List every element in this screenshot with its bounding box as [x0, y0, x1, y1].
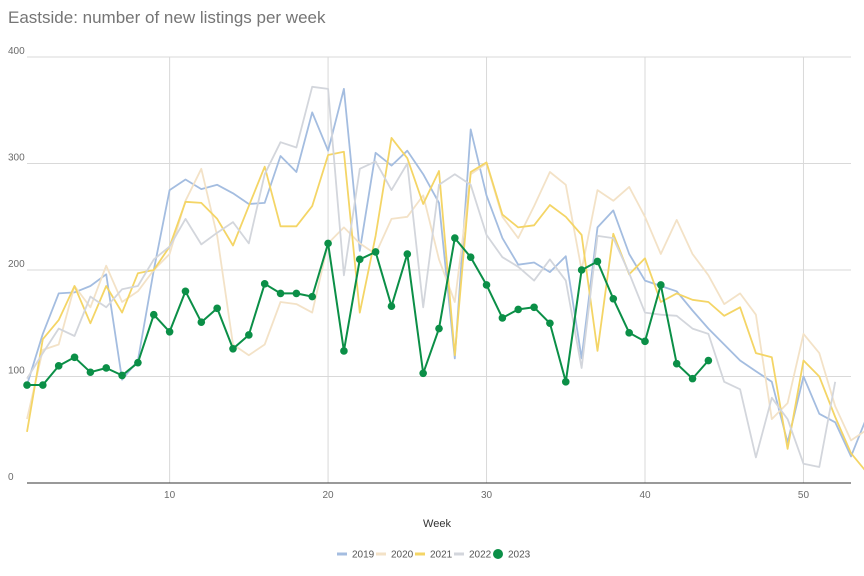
data-point: [213, 304, 221, 313]
data-point: [451, 234, 459, 242]
data-point: [704, 356, 713, 365]
data-point: [229, 345, 237, 353]
series-2021: [26, 136, 864, 471]
series-2020: [26, 162, 864, 442]
chart-title: Eastside: number of new listings per wee…: [8, 8, 326, 27]
data-point: [546, 319, 554, 328]
data-point: [403, 250, 412, 258]
data-point: [118, 371, 126, 380]
data-point: [340, 347, 348, 355]
y-tick-label: 200: [8, 259, 25, 270]
series-line-2020: [26, 162, 864, 442]
x-axis-ticks: 10 20 30 40 50: [164, 490, 809, 501]
y-tick-label: 300: [8, 153, 25, 164]
data-point: [387, 302, 396, 311]
data-point: [498, 314, 507, 322]
data-point: [577, 266, 586, 274]
data-point: [181, 287, 190, 296]
data-point: [371, 248, 380, 256]
series-2022: [26, 85, 837, 468]
data-point: [165, 327, 174, 336]
data-point: [149, 310, 158, 319]
legend-label: 2020: [391, 550, 414, 561]
data-point: [419, 369, 427, 378]
data-point: [308, 292, 317, 301]
legend-item-2022: 2022: [454, 550, 492, 561]
data-point: [530, 303, 538, 312]
data-point: [672, 359, 681, 368]
data-point: [23, 381, 31, 389]
legend-item-2023: 2023: [493, 549, 531, 561]
data-point: [593, 257, 602, 266]
data-point: [688, 374, 697, 383]
y-tick-label: 0: [8, 472, 14, 483]
data-point: [324, 239, 332, 248]
legend-label: 2021: [430, 550, 453, 561]
y-tick-label: 100: [8, 366, 25, 377]
data-point: [466, 253, 475, 262]
data-point: [641, 337, 649, 346]
legend-item-2020: 2020: [376, 550, 414, 561]
data-point: [561, 378, 570, 386]
data-point: [657, 281, 665, 289]
data-point: [86, 368, 95, 377]
series-line-2023: [27, 237, 710, 386]
series-line-2022: [26, 85, 837, 468]
x-tick-label: 50: [798, 490, 810, 501]
data-point: [134, 358, 142, 367]
series-lines: [23, 85, 864, 471]
legend-label: 2019: [352, 550, 375, 561]
data-point: [482, 281, 491, 289]
data-point: [609, 294, 618, 303]
y-axis-ticks: 0 100 200 300 400: [8, 46, 25, 483]
legend-label: 2022: [469, 550, 492, 561]
data-point: [70, 353, 79, 362]
data-point: [435, 324, 443, 333]
y-tick-label: 400: [8, 46, 25, 57]
data-point: [514, 305, 523, 314]
data-point: [292, 289, 301, 298]
x-tick-label: 30: [481, 490, 493, 501]
legend-swatch: [493, 549, 503, 559]
legend-item-2021: 2021: [415, 550, 453, 561]
legend-item-2019: 2019: [337, 550, 375, 561]
series-2023: [23, 234, 713, 389]
data-point: [197, 318, 206, 326]
data-point: [39, 381, 47, 389]
x-tick-label: 40: [639, 490, 651, 501]
data-point: [276, 289, 285, 298]
x-tick-label: 20: [323, 490, 335, 501]
data-point: [102, 364, 111, 372]
legend-label: 2023: [508, 550, 531, 561]
series-line-2021: [26, 136, 864, 471]
x-tick-label: 10: [164, 490, 176, 501]
data-point: [245, 331, 253, 339]
data-point: [355, 255, 364, 264]
data-point: [625, 329, 633, 337]
grid-lines: [27, 56, 851, 484]
x-axis-title: Week: [423, 518, 451, 530]
data-point: [54, 362, 63, 370]
legend: 2019 2020 2021 2022 2023: [337, 549, 531, 561]
data-point: [260, 280, 269, 288]
